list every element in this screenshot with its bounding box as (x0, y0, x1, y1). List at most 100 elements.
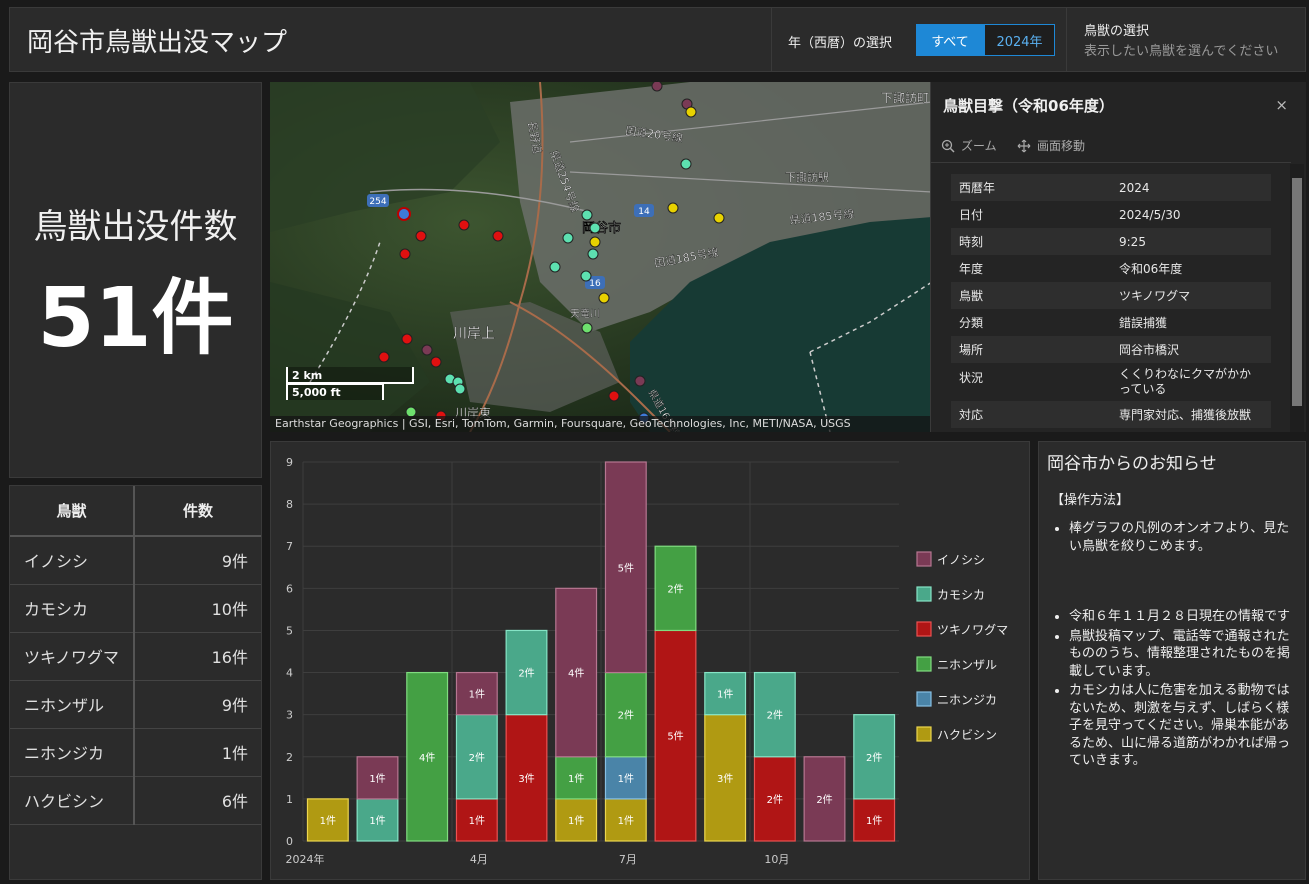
column-header-animal[interactable]: 鳥獣 (10, 486, 135, 537)
scrollbar-thumb[interactable] (1292, 178, 1302, 406)
bar-value-label: 5件 (618, 562, 634, 574)
marker-nihonzaru (581, 322, 593, 334)
table-row[interactable]: ツキノワグマ 16件 (10, 632, 261, 681)
popup-row: 場所 岡谷市橋沢 (951, 336, 1271, 363)
stacked-bar-chart: 0 1 2 3 4 5 6 7 8 9 2024年 4月 7月 10月 1件 1件 1件 4件 1件 2件 1件 3件 2件… (286, 456, 1009, 866)
legend-swatch[interactable] (916, 586, 932, 602)
incident-count-card: 鳥獣出没件数 51件 (9, 82, 262, 478)
legend-swatch[interactable] (916, 551, 932, 567)
bar-segment (654, 545, 697, 632)
svg-text:16: 16 (589, 279, 601, 289)
y-tick-label: 8 (286, 498, 293, 511)
svg-text:14: 14 (638, 207, 650, 217)
animal-count-table: 鳥獣 件数 イノシシ 9件 カモシカ 10件 ツキノワグマ 16件 ニホンザル 9件 ニ… (9, 485, 262, 880)
map-label: 県道185号線 (789, 206, 855, 227)
ops-header: 【操作方法】 (1051, 493, 1130, 508)
zoom-label: ズーム (961, 139, 997, 153)
legend-swatch[interactable] (916, 691, 932, 707)
bar-segment (654, 629, 697, 842)
animal-count: 9件 (134, 536, 261, 585)
legend-item[interactable]: ツキノワグマ (937, 623, 1008, 637)
bar-segment (753, 756, 796, 842)
animal-name: カモシカ (10, 584, 135, 633)
field-key: 鳥獣 (951, 282, 1111, 309)
feature-popup: 鳥獣目撃（令和06年度） × ズーム 画面移動 西暦年 2024 日付 2024/5… (930, 82, 1306, 432)
field-value: ツキノワグマ (1111, 282, 1271, 309)
list-item: 棒グラフの凡例のオンオフより、見たい鳥獣を絞りこめます。 (1069, 520, 1301, 555)
column-header-count[interactable]: 件数 (134, 486, 261, 537)
field-value: 錯誤捕獲 (1119, 316, 1168, 330)
marker-kuma (415, 230, 427, 242)
marker-inoshishi (651, 82, 663, 92)
popup-row: 年度 令和06年度 (951, 255, 1271, 282)
svg-text:5,000 ft: 5,000 ft (292, 386, 341, 399)
bar-value-label: 1件 (369, 773, 385, 785)
legend-item[interactable]: ニホンジカ (937, 693, 997, 707)
legend-item[interactable]: ハクビシン (937, 728, 997, 742)
bar-value-label: 4件 (419, 752, 435, 764)
field-key: 状況 (959, 371, 984, 385)
popup-row: 日付 2024/5/30 (951, 201, 1271, 228)
y-tick-label: 6 (286, 582, 293, 595)
field-key: 場所 (951, 336, 1111, 363)
field-value: 専門家対応、捕獲後放獣 (1111, 401, 1271, 428)
move-icon (1017, 139, 1031, 152)
bar-value-label: 1件 (568, 815, 584, 827)
popup-scrollbar[interactable] (1290, 164, 1304, 432)
map-label: 下諏訪駅 (785, 170, 829, 184)
y-tick-label: 7 (286, 540, 293, 553)
app-header: 岡谷市鳥獣出没マップ 年（西暦）の選択 すべて 2024年 鳥獣の選択 表示した… (9, 7, 1306, 72)
bar-segment (406, 671, 449, 842)
marker-kuma (492, 230, 504, 242)
animal-name: ニホンザル (10, 680, 135, 729)
table-row[interactable]: ニホンジカ 1件 (10, 728, 261, 777)
bar-segment (356, 798, 399, 842)
zoom-to-button[interactable]: ズーム (941, 137, 997, 154)
map-attribution[interactable]: Earthstar Geographics | GSI, Esri, TomTo… (270, 416, 932, 432)
animal-name: イノシシ (10, 536, 135, 585)
table-row[interactable]: カモシカ 10件 (10, 584, 261, 633)
bar-value-label: 2件 (618, 710, 634, 722)
legend-item[interactable]: カモシカ (937, 588, 985, 602)
animal-count: 9件 (134, 680, 261, 729)
year-all-button[interactable]: すべて (916, 24, 984, 56)
pan-label: 画面移動 (1037, 139, 1086, 153)
notice-panel: 岡谷市からのお知らせ 【操作方法】 棒グラフの凡例のオンオフより、見たい鳥獣を絞… (1038, 441, 1306, 880)
bar-segment (753, 671, 796, 758)
table-row[interactable]: ニホンザル 9件 (10, 680, 261, 729)
marker-hakubishin (667, 202, 679, 214)
marker-kuma (430, 356, 442, 368)
bar-value-label: 1件 (618, 815, 634, 827)
marker-kamoshika (562, 232, 574, 244)
table-row[interactable]: イノシシ 9件 (10, 536, 261, 585)
bar-segment (604, 461, 647, 674)
y-tick-label: 9 (286, 456, 293, 469)
legend-swatch[interactable] (916, 726, 932, 742)
popup-row: 分類 錯誤捕獲 (951, 309, 1271, 336)
animal-select-input[interactable]: 表示したい鳥獣を選んでください (1084, 44, 1279, 59)
map-label: 岡谷市 (582, 220, 621, 236)
pan-button[interactable]: 画面移動 (1017, 137, 1085, 154)
road-shield-icon: 254 (367, 194, 389, 207)
satellite-basemap[interactable]: 254 14 16 下諏訪町 国道20号線 下諏訪駅 県道185号線 国道185… (270, 82, 933, 432)
legend-item[interactable]: ニホンザル (937, 658, 997, 672)
bar-value-label: 2件 (767, 794, 783, 806)
legend-swatch[interactable] (916, 656, 932, 672)
close-icon[interactable]: × (1275, 96, 1288, 114)
popup-row: 時刻 9:25 (951, 228, 1271, 255)
bar-value-label: 1件 (469, 815, 485, 827)
bar-value-label: 2件 (767, 710, 783, 722)
header-divider (771, 8, 772, 71)
field-key: 時刻 (951, 228, 1111, 255)
legend-item[interactable]: イノシシ (937, 553, 985, 567)
table-row[interactable]: ハクビシン 6件 (10, 776, 261, 825)
legend-swatch[interactable] (916, 621, 932, 637)
year-select-label: 年（西暦）の選択 (788, 36, 893, 51)
x-tick-label: 2024年 (286, 852, 325, 866)
marker-hakubishin (598, 292, 610, 304)
bar-segment (455, 671, 498, 716)
bar-value-label: 1件 (369, 815, 385, 827)
year-2024-button[interactable]: 2024年 (984, 24, 1055, 56)
x-tick-label: 7月 (619, 853, 637, 866)
field-value: くくりわなにクマがかかっている (1119, 367, 1252, 396)
